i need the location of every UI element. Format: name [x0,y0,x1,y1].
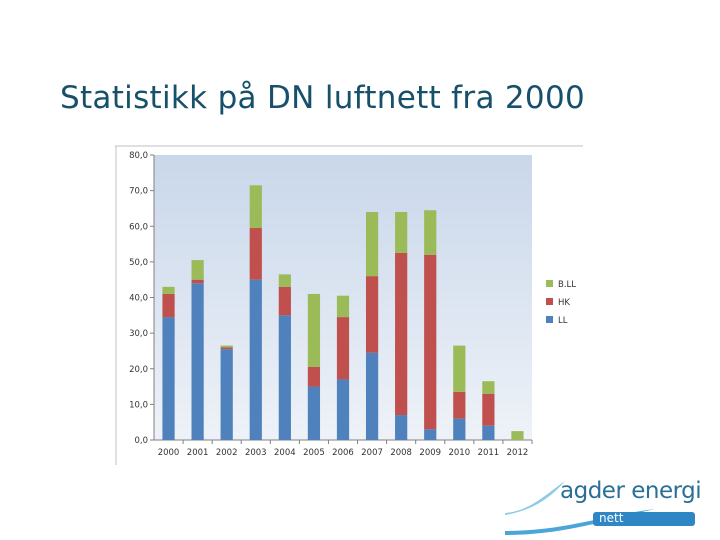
bar-bll-2002 [220,345,233,348]
bar-hk-2002 [220,347,233,350]
bar-ll-2011 [482,425,495,440]
bar-ll-2005 [307,386,321,440]
y-tick-label: 50,0 [129,258,148,268]
x-tick-label: 2012 [507,448,529,458]
bar-bll-2011 [482,381,495,394]
x-tick-label: 2010 [448,448,470,458]
bar-ll-2002 [220,349,233,440]
bar-bll-2005 [307,293,321,367]
logo-wordmark: agder energi [560,478,702,504]
bar-bll-2001 [191,260,204,280]
y-tick-label: 70,0 [129,187,148,197]
y-tick-label: 20,0 [129,365,148,375]
legend-label-bll: B.LL [558,280,576,290]
bar-bll-2012 [511,431,524,440]
bar-bll-2003 [249,185,262,229]
bar-hk-2010 [453,391,466,419]
bar-ll-2007 [365,352,379,440]
x-tick-label: 2006 [332,448,354,458]
bar-ll-2003 [249,279,262,440]
bar-ll-2000 [162,317,175,440]
x-tick-label: 2001 [187,448,209,458]
x-tick-label: 2008 [390,448,412,458]
bar-ll-2004 [278,315,291,440]
legend-label-ll: LL [558,316,568,326]
bar-hk-2003 [249,228,262,280]
bar-bll-2009 [424,210,437,255]
x-tick-label: 2011 [478,448,500,458]
bar-ll-2010 [453,418,466,440]
bar-ll-2009 [424,429,437,440]
logo-badge: nett [593,511,695,526]
bar-bll-2004 [278,274,291,287]
x-tick-label: 2005 [303,448,325,458]
bar-hk-2005 [307,366,321,387]
bar-hk-2008 [395,252,408,416]
x-tick-label: 2007 [361,448,383,458]
bar-hk-2006 [336,317,350,380]
x-tick-label: 2000 [158,448,180,458]
stacked-bar-chart: 0,0 10,0 20,0 30,0 40,0 50,0 60,0 70,0 80,0 2000 2… [115,145,585,467]
slide-title: Statistikk på DN luftnett fra 2000 [60,80,585,116]
x-tick-label: 2009 [419,448,441,458]
legend-swatch-ll [546,316,553,323]
bar-ll-2001 [191,283,204,440]
y-tick-label: 0,0 [134,436,148,446]
y-tick-label: 40,0 [129,294,148,304]
y-tick-label: 80,0 [129,151,148,161]
bar-bll-2008 [395,212,408,253]
logo-subtitle: nett [599,511,624,525]
bar-hk-2007 [365,276,379,353]
bar-bll-2006 [336,295,350,318]
bar-hk-2011 [482,393,495,426]
legend-swatch-bll [546,280,553,287]
bar-ll-2008 [395,415,408,440]
company-logo: agder energi nett [505,475,720,540]
bar-bll-2007 [365,212,379,277]
legend-label-hk: HK [558,298,570,308]
y-tick-label: 10,0 [129,400,148,410]
bar-ll-2006 [336,379,350,440]
y-tick-label: 30,0 [129,329,148,339]
bar-bll-2010 [453,345,466,392]
x-tick-label: 2004 [274,448,296,458]
bar-hk-2001 [191,279,204,284]
x-tick-label: 2003 [245,448,267,458]
legend-swatch-hk [546,298,553,305]
y-tick-label: 60,0 [129,222,148,232]
x-tick-label: 2002 [216,448,238,458]
bar-hk-2004 [278,286,291,316]
bar-bll-2000 [162,286,175,294]
bar-hk-2009 [424,254,437,430]
bar-hk-2000 [162,293,175,318]
